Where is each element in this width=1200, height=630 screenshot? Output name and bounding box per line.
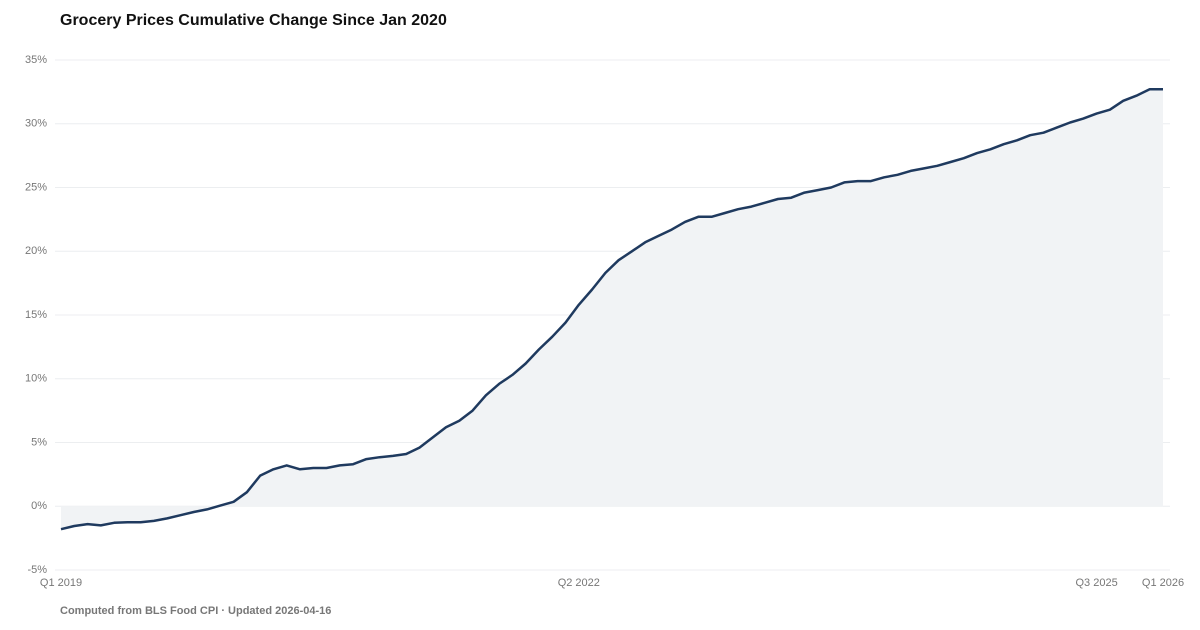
y-tick-label: -5%	[27, 564, 47, 576]
x-tick-label: Q1 2026	[1142, 577, 1184, 589]
x-tick-label: Q3 2025	[1076, 577, 1118, 589]
y-tick-label: 25%	[25, 181, 47, 193]
y-tick-label: 35%	[25, 54, 47, 66]
area	[61, 89, 1163, 530]
y-tick-label: 20%	[25, 245, 47, 257]
y-tick-label: 5%	[31, 436, 47, 448]
source-note: Computed from BLS Food CPI · Updated 202…	[60, 605, 331, 617]
x-tick-label: Q1 2019	[40, 577, 82, 589]
y-tick-label: 30%	[25, 118, 47, 130]
chart-title: Grocery Prices Cumulative Change Since J…	[60, 12, 447, 29]
x-tick-label: Q2 2022	[558, 577, 600, 589]
y-tick-label: 10%	[25, 373, 47, 385]
line	[60, 88, 1163, 531]
y-tick-label: 0%	[31, 500, 47, 512]
y-tick-label: 15%	[25, 309, 47, 321]
